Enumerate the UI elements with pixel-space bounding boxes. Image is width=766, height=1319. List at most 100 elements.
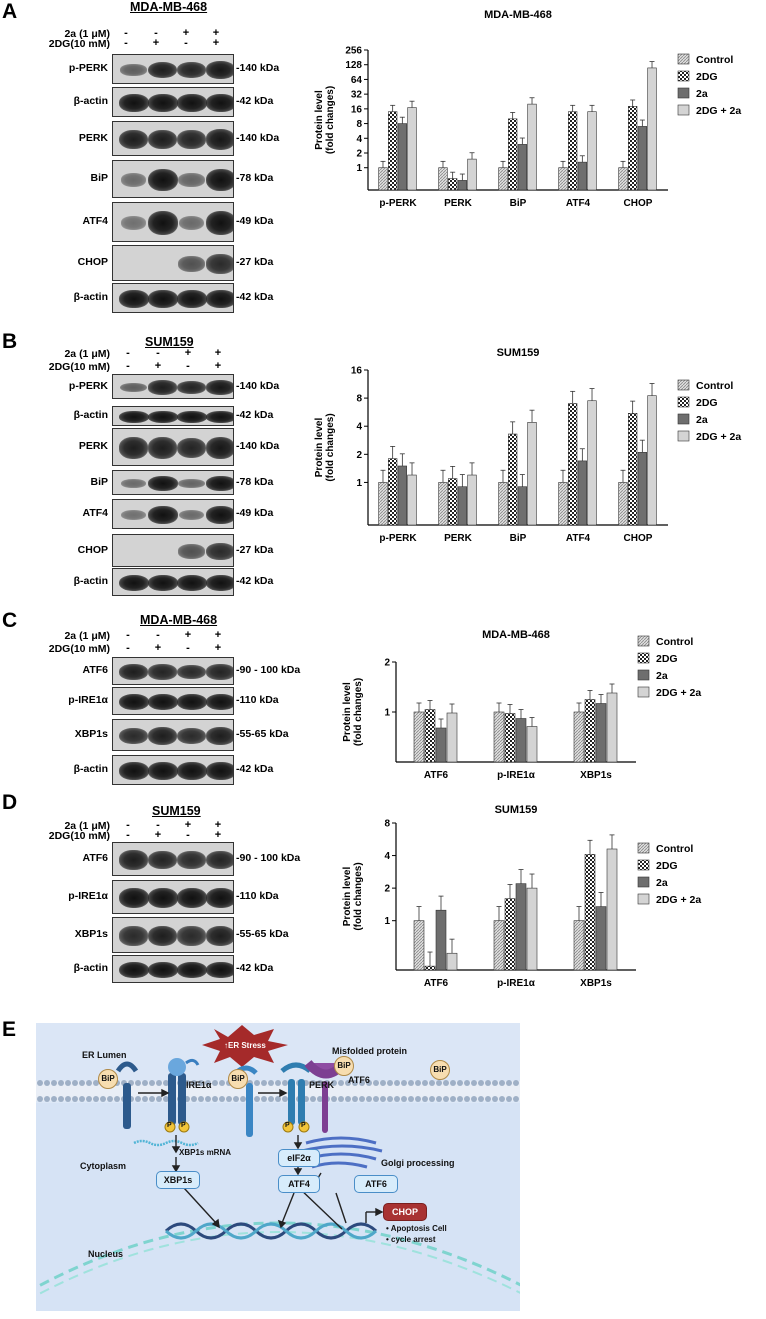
chart-bar [573,920,585,971]
chart-title: SUM159 [497,347,540,359]
blot-band [177,727,206,745]
molecular-weight-label: -42 kDa [236,962,274,974]
blot-band [120,173,147,187]
er-stress-label: ↑ER Stress [224,1041,266,1050]
blot-band [177,926,206,946]
outcome-2: • cycle arrest [386,1235,436,1244]
blot-band [176,290,207,308]
y-axis-label: Protein level(fold changes) [314,413,336,481]
chart-bar [568,403,578,526]
legend-swatch [637,876,650,888]
chart-bar [508,118,518,191]
y-tick-label: 2 [356,148,362,159]
blot-band [176,961,207,979]
y-tick-label: 4 [356,422,362,433]
legend-swatch [637,669,650,681]
chart-bar [424,709,436,763]
treatment-sign: + [154,642,162,654]
y-tick-label: 1 [384,708,390,719]
blot-band [176,61,207,79]
blot-band [205,61,233,79]
chart-bar [448,478,458,526]
blot-band [205,762,233,780]
legend-swatch [677,413,690,425]
panel-label-b: B [2,330,18,353]
treatment-label: 2DG(10 mM) [48,643,110,655]
blot-band [119,727,148,745]
blot-band [147,380,178,395]
chart-title: MDA-MB-468 [482,629,550,641]
legend-swatch [637,635,650,647]
blot-band [176,693,207,711]
blot-band [205,436,233,460]
treatment-label: 2a (1 μM) [64,820,110,832]
molecular-weight-label: -49 kDa [236,507,274,519]
treatment-label: 2DG(10 mM) [48,38,110,50]
y-tick-label: 8 [356,119,362,130]
x-tick-label: p-PERK [379,533,417,544]
treatment-sign: + [184,629,192,641]
blot-band [147,887,178,909]
molecular-weight-label: -78 kDa [236,172,274,184]
blot-band [205,211,233,235]
y-tick-label: 32 [351,90,363,101]
treatment-sign: - [126,829,130,841]
x-tick-label: PERK [444,198,473,209]
blot-row-label: ATF6 [82,852,108,864]
blot-band [205,411,233,423]
chart-bar [526,726,538,763]
legend-swatch [677,379,690,391]
chart-bar [606,692,618,763]
legend-label: Control [696,54,733,66]
chart-bar [467,474,477,526]
blot-band [205,506,233,524]
blot-image [112,917,234,953]
blot-row-label: β-actin [73,291,108,303]
panel-label-a: A [2,0,18,23]
blot-band [147,211,178,235]
ire1a-label: IRE1α [186,1080,212,1090]
blot-band [147,290,178,308]
blot-band [147,437,178,459]
y-tick-label: 128 [345,60,362,71]
molecular-weight-label: -42 kDa [236,409,274,421]
chart-bar [595,703,607,763]
blot-band [205,850,233,870]
treatment-sign: - [156,819,160,831]
treatment-sign: - [154,27,158,39]
legend-label: 2a [696,414,708,426]
blot-band [205,94,233,112]
treatment-sign: + [214,360,222,372]
y-tick-label: 1 [356,163,362,174]
chart-bar [558,167,568,191]
legend-label: 2DG + 2a [696,431,741,443]
blot-band [205,961,233,979]
x-tick-label: CHOP [624,198,653,209]
y-tick-label: 2 [384,884,390,895]
blot-band [147,476,178,491]
legend-label: Control [656,636,693,648]
legend-label: 2DG [696,397,718,409]
molecular-weight-label: -55-65 kDa [236,928,289,940]
y-tick-label: 1 [384,916,390,927]
blot-image [112,568,234,596]
outcome-1-text: Apoptosis Cell [390,1224,447,1233]
chart-bar [388,458,398,526]
chart-bar [435,909,447,971]
blot-image [112,534,234,567]
chart-bar [618,167,628,191]
chart-bar [618,482,628,526]
treatment-sign: + [184,347,192,359]
phospho-p-2: P [181,1122,186,1129]
chart-bar [628,413,638,526]
blot-band [118,411,149,423]
phospho-p-3: P [285,1122,290,1129]
cell-line-title: SUM159 [152,804,201,818]
blot-row-label: PERK [78,440,108,452]
legend-swatch [677,53,690,65]
nucleus-label: Nucleus [88,1249,124,1259]
legend-label: 2DG + 2a [656,894,701,906]
treatment-sign: + [212,27,220,39]
chart-bar [508,433,518,526]
blot-band [177,664,206,680]
